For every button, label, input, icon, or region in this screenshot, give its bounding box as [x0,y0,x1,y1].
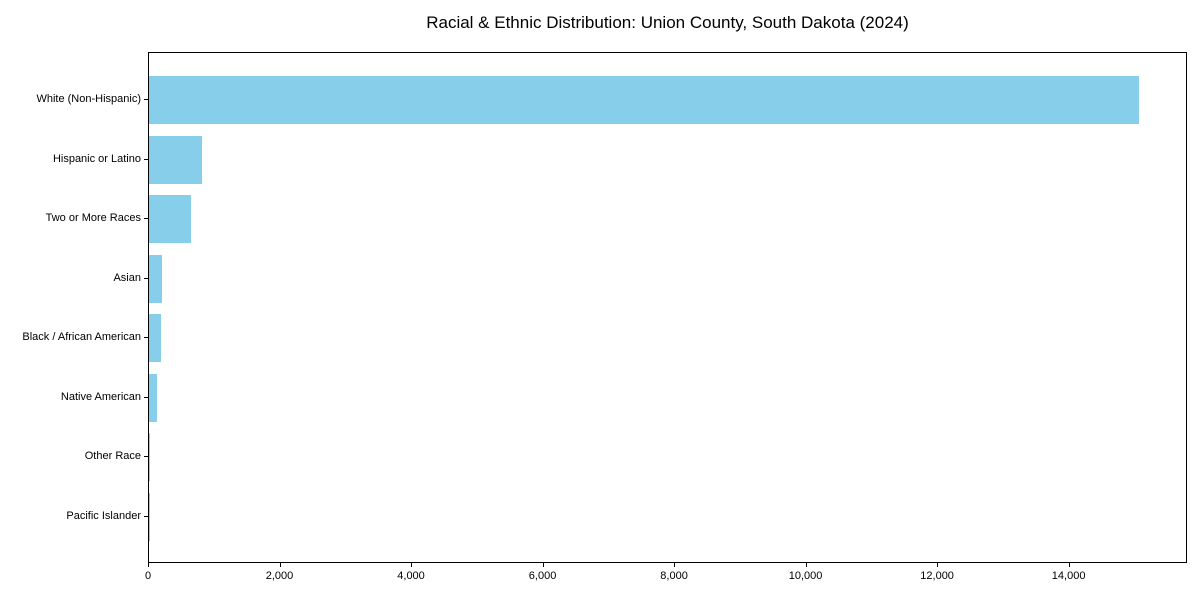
bar-pacific-islander [149,493,150,541]
y-axis-tick [144,516,148,517]
x-tick-label: 8,000 [660,570,688,582]
x-tick-label: 6,000 [528,570,557,582]
x-axis-tick [148,563,149,567]
x-axis-tick [542,563,544,567]
bar-two-or-more-races [149,195,192,244]
x-tick-label: 0 [144,570,152,582]
y-axis-tick [144,337,148,339]
plot-area [148,52,1187,563]
y-axis-tick [144,99,148,100]
bar-hispanic-or-latino [149,135,203,184]
y-tick-label: White (Non-Hispanic) [36,93,141,105]
bar-white-non-hispanic [149,76,1139,124]
x-axis-tick [937,563,939,567]
y-tick-label: Two or More Races [45,212,141,225]
y-tick-label: Black / African American [22,331,141,344]
bar-black-african-american [149,314,161,363]
y-axis-tick [144,277,148,279]
y-tick-label: Pacific Islander [66,510,141,522]
chart-title: Racial & Ethnic Distribution: Union Coun… [426,13,909,32]
y-axis-tick [144,456,148,458]
x-tick-label: 10,000 [788,570,823,582]
x-tick-label: 14,000 [1051,570,1086,582]
x-axis-tick [674,563,676,567]
x-tick-label: 2,000 [265,570,294,582]
x-tick-label: 4,000 [397,570,425,582]
x-axis-tick [1068,563,1070,567]
y-axis-tick [144,218,148,220]
bar-native-american [149,373,157,422]
x-axis-tick [411,563,413,567]
x-tick-label: 12,000 [920,570,954,582]
y-tick-label: Native American [60,390,141,403]
bar-asian [149,254,163,303]
x-axis-tick [279,563,281,567]
y-tick-label: Other Race [84,450,141,463]
x-axis-tick [805,563,807,567]
bar-other-race [149,433,150,482]
y-axis-tick [144,158,148,160]
y-tick-label: Hispanic or Latino [52,152,141,165]
y-axis-tick [144,396,148,398]
y-tick-label: Asian [113,271,141,284]
